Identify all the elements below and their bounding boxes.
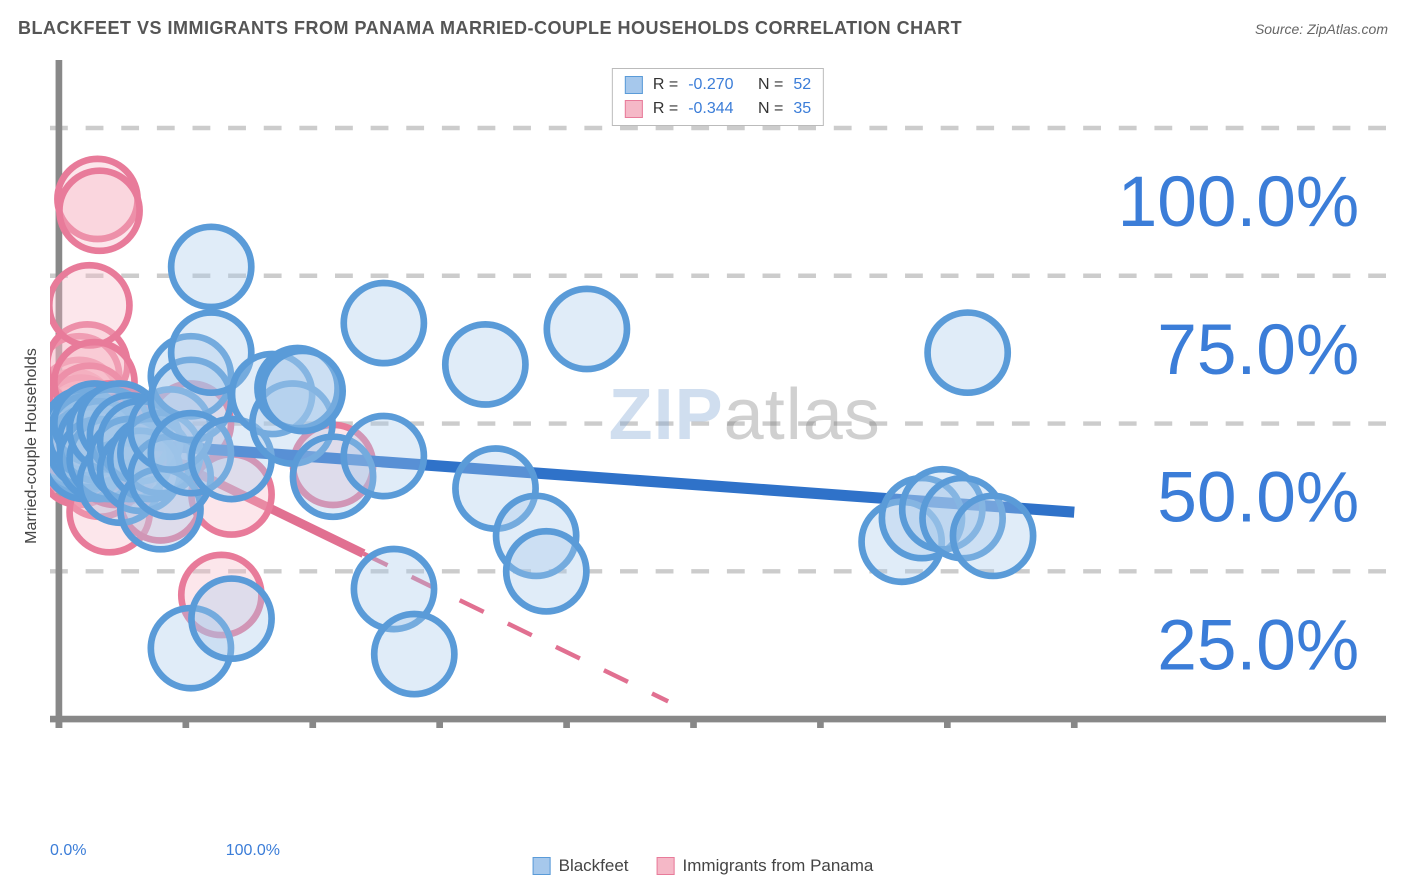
page-title: BLACKFEET VS IMMIGRANTS FROM PANAMA MARR… — [18, 18, 962, 39]
r-label: R = — [653, 97, 678, 121]
svg-text:50.0%: 50.0% — [1157, 458, 1359, 538]
swatch-blackfeet — [625, 76, 643, 94]
r-label: R = — [653, 73, 678, 97]
legend-row-blackfeet: R = -0.270 N = 52 — [625, 73, 811, 97]
r-value-blackfeet: -0.270 — [688, 73, 733, 97]
correlation-legend: R = -0.270 N = 52 R = -0.344 N = 35 — [612, 68, 824, 126]
r-value-panama: -0.344 — [688, 97, 733, 121]
svg-text:100.0%: 100.0% — [1118, 162, 1360, 242]
series-label-blackfeet: Blackfeet — [559, 856, 629, 876]
x-tick-label: 0.0% — [50, 842, 86, 860]
svg-text:25.0%: 25.0% — [1157, 605, 1359, 685]
chart-area: Married-couple Households 25.0%50.0%75.0… — [50, 60, 1386, 832]
n-label: N = — [758, 97, 783, 121]
swatch-panama — [657, 857, 675, 875]
svg-text:75.0%: 75.0% — [1157, 310, 1359, 390]
n-value-blackfeet: 52 — [793, 73, 811, 97]
legend-item-blackfeet: Blackfeet — [533, 856, 629, 876]
n-value-panama: 35 — [793, 97, 811, 121]
y-axis-label: Married-couple Households — [23, 348, 41, 544]
legend-row-panama: R = -0.344 N = 35 — [625, 97, 811, 121]
swatch-blackfeet — [533, 857, 551, 875]
source-label: Source: ZipAtlas.com — [1255, 21, 1388, 37]
n-label: N = — [758, 73, 783, 97]
series-legend: Blackfeet Immigrants from Panama — [533, 856, 874, 876]
swatch-panama — [625, 100, 643, 118]
scatter-plot: 25.0% 50.0% 75.0% 100.0% — [50, 60, 1386, 728]
legend-item-panama: Immigrants from Panama — [657, 856, 874, 876]
series-label-panama: Immigrants from Panama — [683, 856, 874, 876]
x-tick-label: 100.0% — [226, 842, 280, 860]
